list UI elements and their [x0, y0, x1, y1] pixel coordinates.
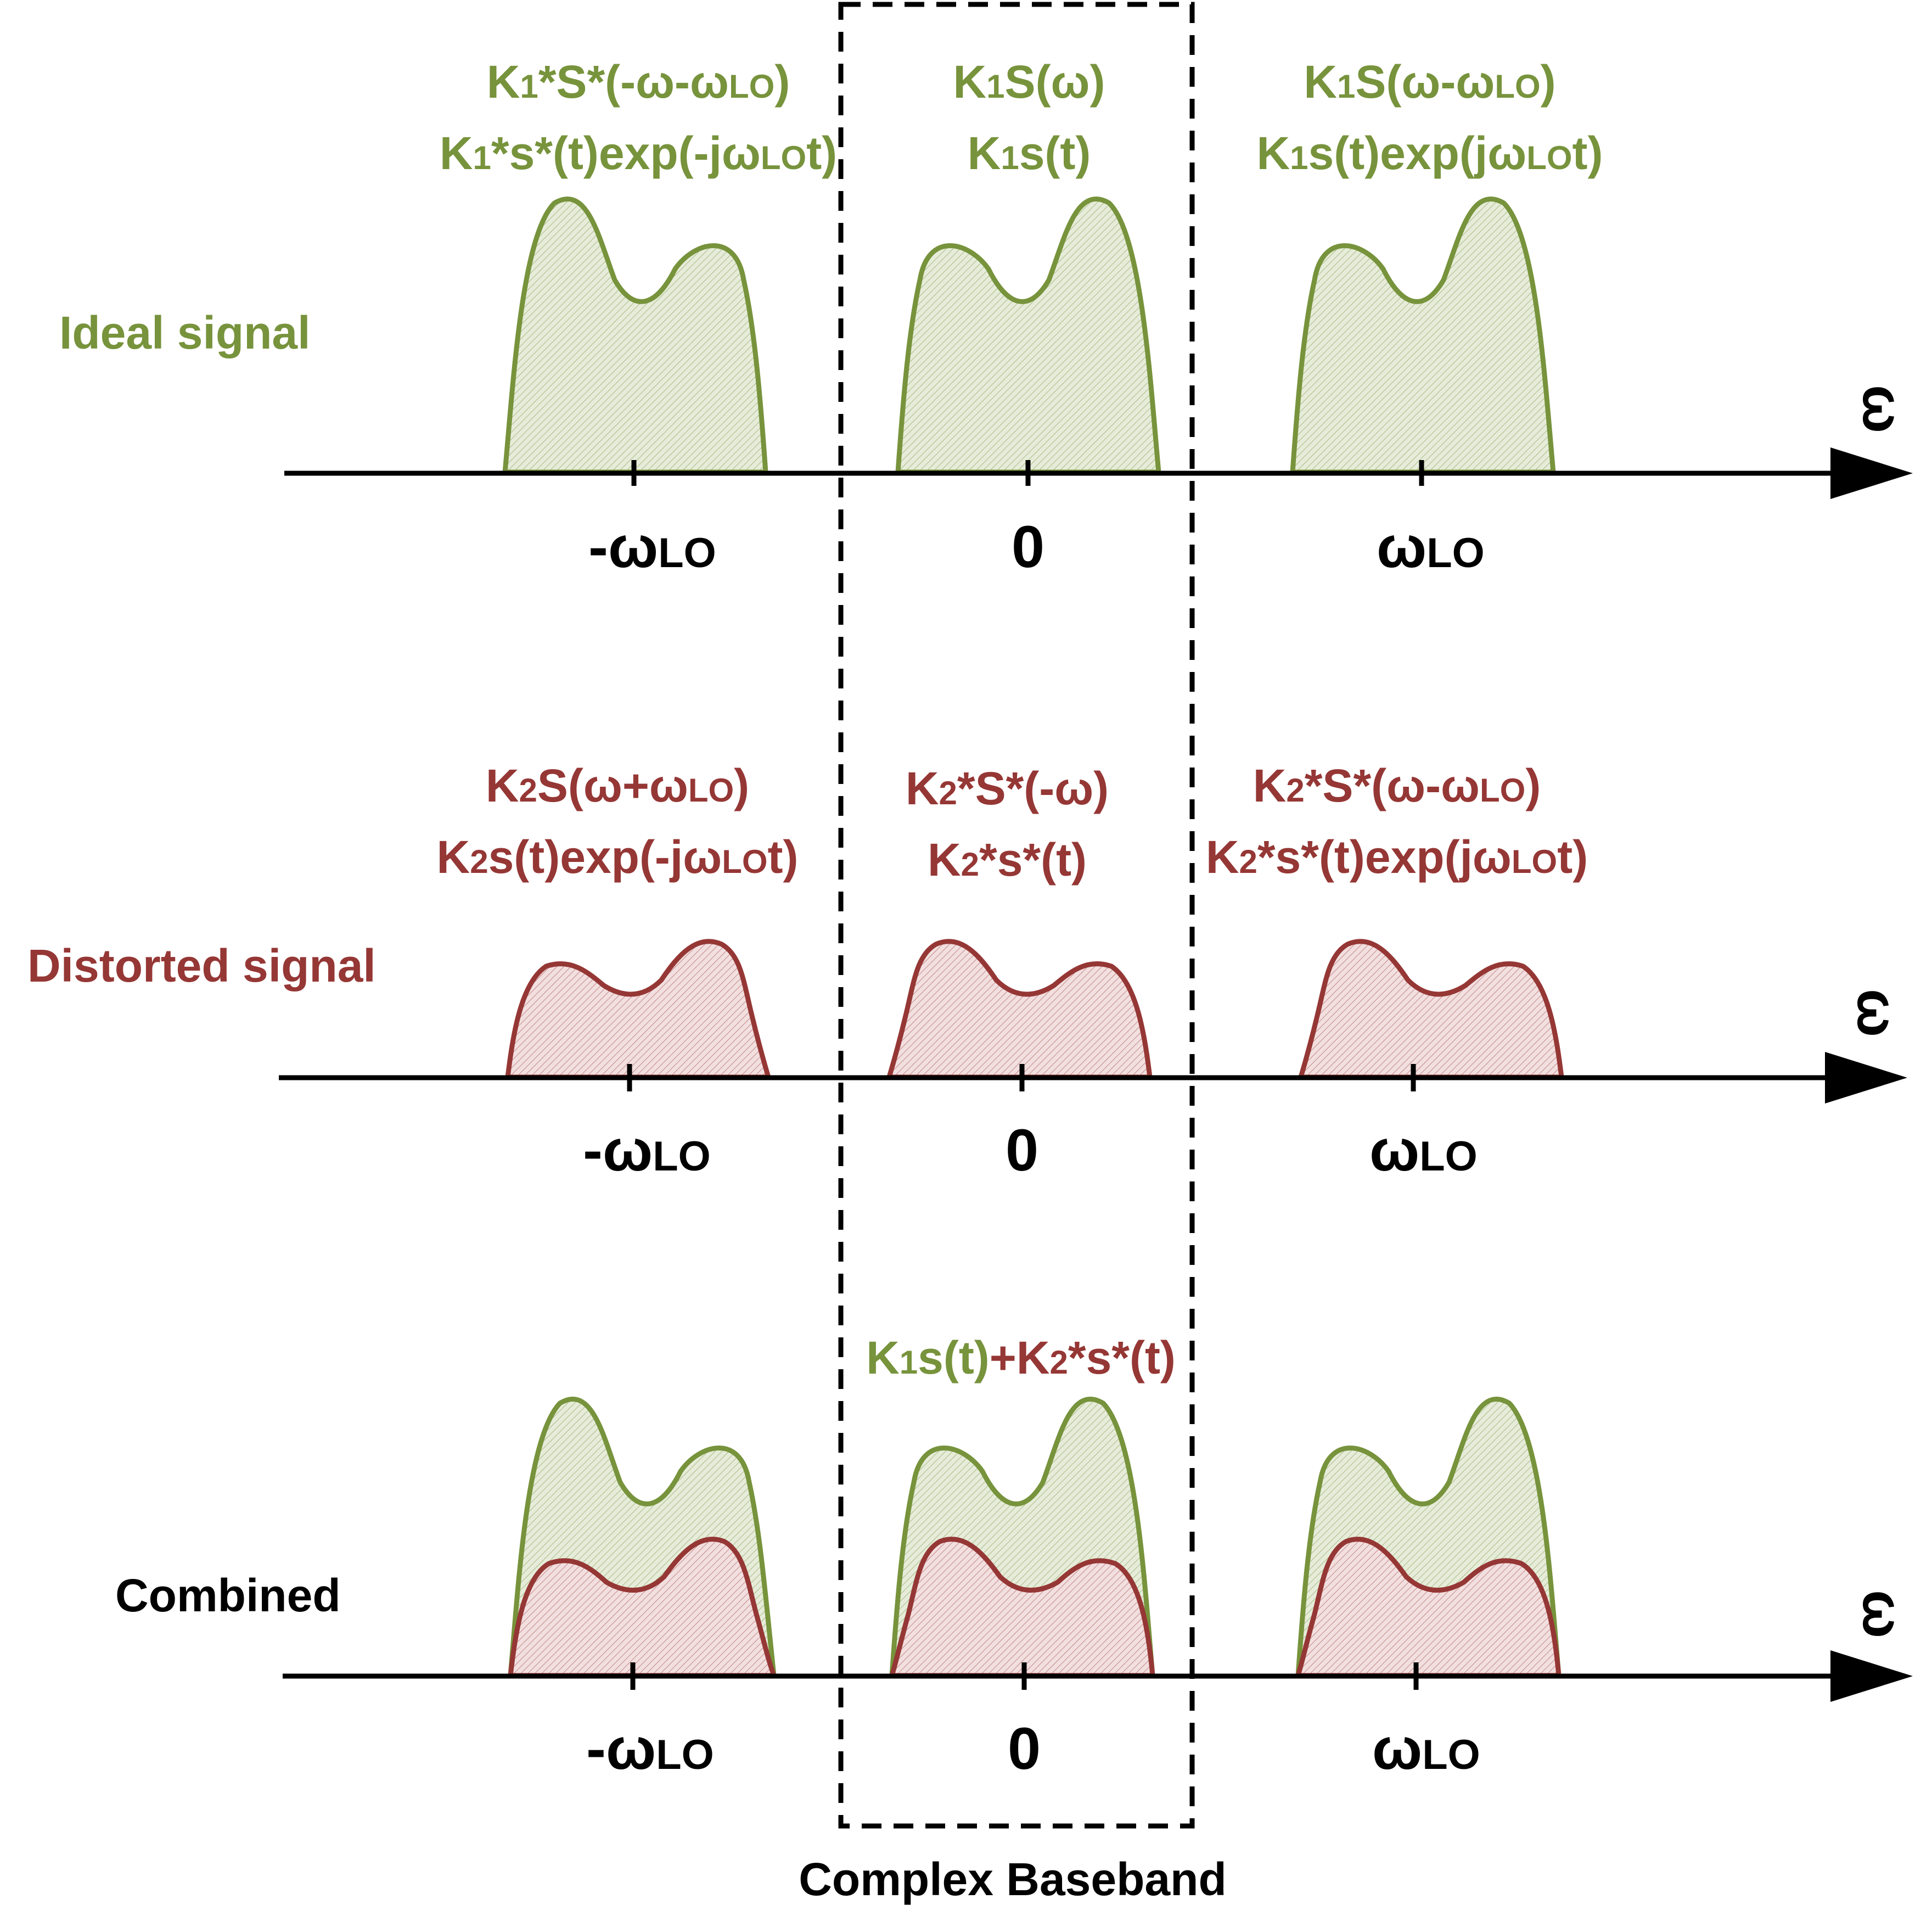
complex-baseband-label: Complex Baseband — [799, 1853, 1227, 1905]
ideal-row: Ideal signal ω -ωLO 0 ωLO K1*S*(-ω-ωLO) … — [59, 56, 1914, 580]
ideal-row-label: Ideal signal — [59, 307, 311, 358]
ideal-annotation-left-line1: K1*S*(-ω-ωLO) — [487, 56, 790, 108]
ideal-axis-arrowhead — [1830, 447, 1913, 499]
combined-row-label: Combined — [115, 1570, 341, 1621]
ideal-tick-label-neg-lo: -ωLO — [588, 513, 716, 580]
combined-distorted-spectrum-center — [889, 1537, 1155, 1678]
combined-annotation: K1s(t)+K2*s*(t) — [866, 1332, 1176, 1383]
ideal-tick-label-pos-lo: ωLO — [1377, 513, 1485, 580]
ideal-spectrum-right — [1290, 197, 1556, 475]
distorted-axis-omega: ω — [1845, 989, 1909, 1037]
combined-axis-arrowhead — [1830, 1650, 1913, 1702]
ideal-axis-omega: ω — [1851, 385, 1914, 433]
distorted-row: Distorted signal ω -ωLO 0 ωLO K2S(ω+ωLO)… — [27, 760, 1909, 1183]
ideal-spectrum-center — [895, 197, 1161, 475]
ideal-annotation-center-line2: K1s(t) — [968, 127, 1091, 179]
distorted-tick-label-neg-lo: -ωLO — [583, 1117, 711, 1183]
combined-distorted-spectrum-left — [508, 1537, 777, 1678]
ideal-annotation-left-line2: K1*s*(t)exp(-jωLOt) — [440, 127, 837, 179]
distorted-spectrum-right — [1298, 939, 1564, 1080]
combined-tick-label-zero: 0 — [1008, 1715, 1041, 1782]
distorted-annotation-right-line2: K2*s*(t)exp(jωLOt) — [1206, 831, 1588, 883]
distorted-tick-label-zero: 0 — [1006, 1117, 1038, 1183]
combined-distorted-spectrum-right — [1295, 1537, 1562, 1678]
ideal-tick-label-zero: 0 — [1012, 513, 1044, 580]
complex-baseband-box — [838, 2, 1195, 1829]
combined-axis-omega: ω — [1851, 1590, 1914, 1638]
ideal-spectrum-left — [502, 197, 768, 475]
distorted-spectrum-center — [886, 939, 1153, 1080]
distorted-annotation-center-line1: K2*S*(-ω) — [906, 763, 1109, 814]
ideal-annotation-right-line1: K1S(ω-ωLO) — [1304, 56, 1555, 108]
ideal-annotation-center-line1: K1S(ω) — [953, 56, 1105, 108]
distorted-annotation-right-line1: K2*S*(ω-ωLO) — [1253, 760, 1541, 811]
combined-tick-label-pos-lo: ωLO — [1372, 1715, 1480, 1782]
distorted-row-label: Distorted signal — [27, 940, 376, 991]
distorted-annotation-left-line1: K2S(ω+ωLO) — [486, 760, 749, 811]
distorted-annotation-center-line2: K2*s*(t) — [928, 834, 1087, 886]
distorted-annotation-left-line2: K2s(t)exp(-jωLOt) — [437, 831, 799, 883]
distorted-tick-label-pos-lo: ωLO — [1369, 1117, 1478, 1183]
ideal-annotation-right-line2: K1s(t)exp(jωLOt) — [1257, 127, 1603, 179]
combined-row: Combined ω -ωLO 0 ωLO K1s(t)+K2*s*(t) — [115, 1332, 1914, 1782]
distorted-axis-arrowhead — [1825, 1052, 1907, 1103]
combined-tick-label-neg-lo: -ωLO — [586, 1715, 714, 1782]
distorted-spectrum-left — [505, 939, 771, 1080]
